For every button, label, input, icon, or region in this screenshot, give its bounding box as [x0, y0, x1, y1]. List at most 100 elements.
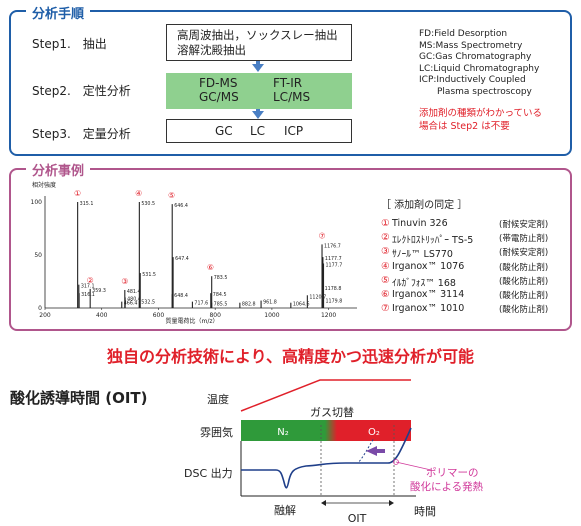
- peak-label: 784.5: [213, 292, 227, 298]
- peak-label: 531.5: [142, 272, 156, 278]
- additive-role: (酸化防止剤): [499, 276, 549, 287]
- additive-role: (帯電防止剤): [499, 234, 549, 245]
- additive-number: ④: [381, 260, 390, 272]
- extraction-box: 高周波抽出，ソックスレー抽出 溶解沈殿抽出: [166, 24, 352, 61]
- mass-spectrum-chart: 相対強度 100 50 0 200 400 600 800 1000 1200 315.1 31…: [31, 181, 357, 325]
- arrow-down-icon: [252, 64, 264, 72]
- additive-marker: ⑥: [207, 263, 214, 272]
- peak-label: 315.1: [80, 201, 94, 207]
- qual-method-fdms: FD-MS: [199, 76, 238, 90]
- dsc-output-label: DSC 出力: [184, 467, 233, 480]
- peak-label: 961.8: [263, 300, 277, 306]
- peak-label: 1177.7: [325, 256, 342, 262]
- abbr-icp: ICP:Inductively Coupled: [419, 75, 526, 85]
- abbr-icp-cont: Plasma spectroscopy: [437, 86, 532, 97]
- shift-arrow-icon: [366, 446, 377, 456]
- additive-marker: ④: [135, 189, 142, 198]
- additive-name: Irganox™ 3114: [392, 288, 465, 300]
- extraction-methods-line1: 高周波抽出，ソックスレー抽出: [177, 28, 338, 42]
- additive-row: ⑦ Irganox™ 1010 (酸化防止剤): [381, 303, 571, 317]
- additive-name: ｴﾚｸﾄﾛｽﾄﾘｯﾊﾟｰ TS-5: [392, 235, 474, 247]
- peak-label: 481.4: [127, 289, 141, 295]
- peak-label: 647.4: [175, 256, 189, 262]
- peak-label: 1120.7: [309, 294, 326, 300]
- n2-label: N₂: [277, 427, 289, 438]
- peak-label: 1179.8: [326, 299, 343, 305]
- temperature-line: [240, 379, 411, 412]
- additive-marker: ⑤: [168, 191, 175, 200]
- peak-label: 532.5: [141, 300, 155, 306]
- spectrum-ylabel: 相対強度: [32, 181, 56, 189]
- n2-segment: [241, 420, 325, 441]
- headline: 独自の分析技術により、高精度かつ迅速分析が可能: [106, 347, 475, 366]
- atmosphere-label: 雰囲気: [200, 426, 233, 439]
- additive-row: ③ ｻﾉｰﾙ™ LS770 (耐候安定剤): [381, 246, 571, 260]
- additives-title: ［ 添加剤の同定 ］: [381, 200, 468, 211]
- step2-note: 添加剤の種類がわかっている 場合は Step2 は不要: [419, 107, 542, 133]
- peak-label: 1064.6: [293, 302, 310, 308]
- oit-title: 酸化誘導時間 (OIT): [10, 389, 148, 407]
- additive-marker: ③: [121, 277, 128, 286]
- melt-label: 融解: [274, 503, 296, 517]
- peak-label: 480.4: [127, 296, 141, 302]
- x-tick-label: 400: [96, 312, 108, 319]
- x-tick-label: 1200: [321, 312, 336, 319]
- peak-label: 648.4: [174, 293, 188, 299]
- analysis-procedure-title: 分析手順: [26, 3, 91, 22]
- quant-method-icp: ICP: [284, 124, 304, 138]
- additive-role: (酸化防止剤): [499, 290, 549, 301]
- additive-role: (耐候安定剤): [499, 248, 549, 259]
- additive-row: ① Tinuvin 326 (耐候安定剤): [381, 218, 571, 232]
- analysis-procedure-panel: [9, 10, 572, 156]
- abbr-lc: LC:Liquid Chromatography: [419, 63, 540, 74]
- quantitative-analysis-box: GC LC ICP: [166, 119, 352, 143]
- o2-segment: [337, 420, 411, 441]
- step2-label: Step2. 定性分析: [32, 84, 131, 98]
- abbr-fd: FD:Field Desorption: [419, 29, 508, 39]
- y-tick-label: 100: [31, 199, 43, 206]
- quant-method-lc: LC: [250, 124, 266, 138]
- x-tick-label: 1000: [264, 312, 279, 319]
- peak-label: 466.4: [124, 301, 138, 307]
- peak-label: 317.1: [81, 284, 95, 290]
- dsc-curve: [241, 427, 412, 489]
- additive-role: (酸化防止剤): [499, 305, 549, 316]
- oit-label: OIT: [348, 512, 367, 525]
- peak-label: 783.5: [214, 275, 228, 281]
- dsc-shifted-curve: [336, 437, 375, 464]
- additive-number: ⑤: [381, 274, 390, 286]
- additive-role: (酸化防止剤): [499, 262, 549, 273]
- peak-label: 646.4: [174, 203, 188, 209]
- peak-label: 1176.7: [324, 243, 341, 249]
- peak-label: 785.5: [214, 302, 228, 308]
- additive-number: ⑦: [381, 303, 390, 315]
- qual-method-gcms: GC/MS: [199, 90, 239, 104]
- callout-leader: [395, 461, 432, 471]
- additive-marker: ⑦: [318, 231, 325, 240]
- x-tick-label: 800: [209, 312, 221, 319]
- gas-switch-label: ガス切替: [310, 405, 354, 419]
- callout-line2: 酸化による発熱: [410, 480, 484, 493]
- spectrum-xlabel: 質量電荷比（m/z）: [165, 317, 218, 325]
- additive-row: ⑤ ｲﾙｶﾞﾌｫｽ™ 168 (酸化防止剤): [381, 275, 571, 289]
- additive-marker: ②: [87, 276, 94, 285]
- quant-method-gc: GC: [215, 124, 233, 138]
- arrow-down-icon: [252, 111, 264, 119]
- peak-label: 882.8: [242, 302, 256, 308]
- o2-label: O₂: [368, 427, 380, 438]
- additive-name: ｲﾙｶﾞﾌｫｽ™ 168: [392, 277, 456, 289]
- additive-name: Irganox™ 1076: [392, 260, 465, 272]
- additive-name: ｻﾉｰﾙ™ LS770: [392, 249, 453, 261]
- additive-role: (耐候安定剤): [499, 220, 549, 230]
- additive-marker: ①: [74, 189, 81, 198]
- step2-note-line1: 添加剤の種類がわかっている: [419, 108, 543, 119]
- additive-number: ②: [381, 232, 390, 244]
- step3-label: Step3. 定量分析: [32, 127, 131, 141]
- gas-transition: [325, 420, 337, 441]
- peak-label: 316.1: [81, 292, 95, 298]
- analysis-example-title: 分析事例: [26, 160, 91, 179]
- peak-label: 530.5: [141, 201, 155, 207]
- callout-line1: ポリマーの: [426, 467, 479, 479]
- peak-label: 1178.8: [325, 286, 342, 292]
- qualitative-analysis-box: FD-MS GC/MS FT-IR LC/MS: [166, 73, 352, 109]
